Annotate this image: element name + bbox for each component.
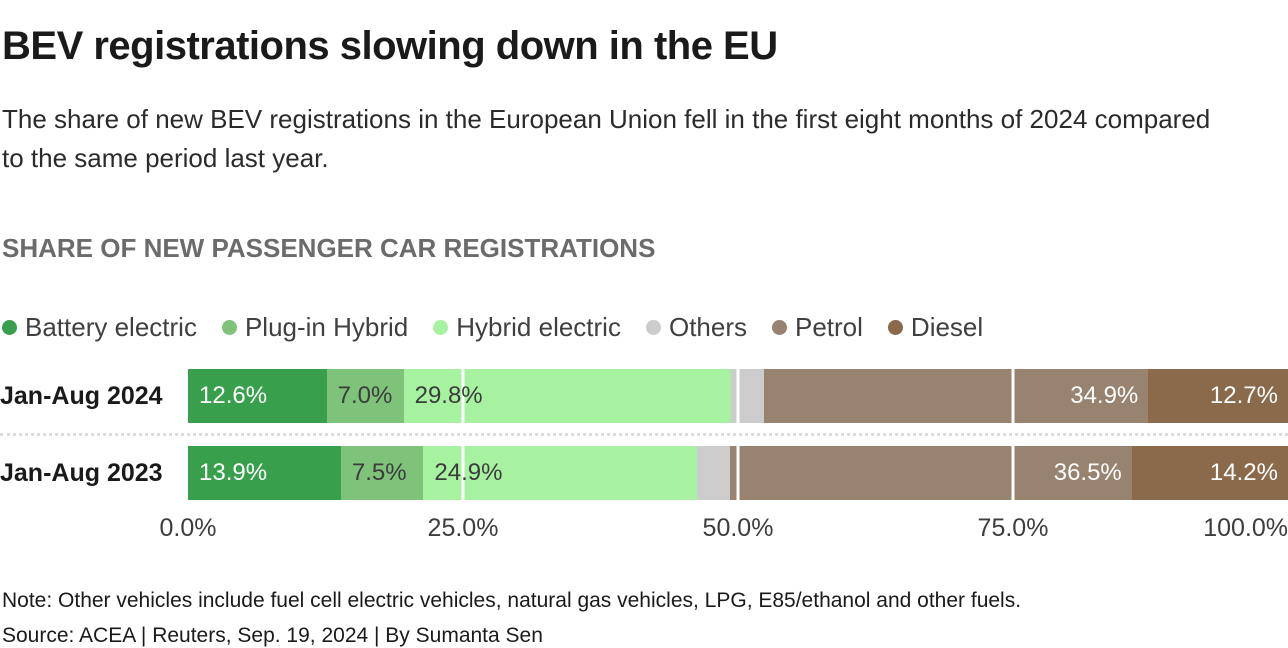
source-text: Source: ACEA | Reuters, Sep. 19, 2024 | … xyxy=(2,624,543,647)
legend-item-plug-in-hybrid: Plug-in Hybrid xyxy=(221,312,409,343)
bar-segment-diesel: 14.2% xyxy=(1131,446,1288,500)
legend-label: Plug-in Hybrid xyxy=(244,312,409,342)
row-label: Jan-Aug 2023 xyxy=(0,458,163,487)
segment-value-label: 36.5% xyxy=(1053,459,1122,486)
x-axis-track: 0.0% 25.0% 50.0% 75.0% 100.0% xyxy=(160,512,1288,544)
x-axis-tick-75: 75.0% xyxy=(977,514,1049,542)
legend-dot-icon xyxy=(645,320,661,335)
segment-value-label: 12.7% xyxy=(1209,382,1278,409)
row-label: Jan-Aug 2024 xyxy=(0,381,163,410)
x-axis: 0.0% 25.0% 50.0% 75.0% 100.0% xyxy=(0,512,1288,544)
segment-value-label: 34.9% xyxy=(1070,382,1139,409)
bar-track: 13.9% 7.5% 24.9% 36.5% 14.2% xyxy=(188,446,1288,500)
legend-item-others: Others xyxy=(645,312,747,343)
gridline-25 xyxy=(461,369,465,423)
x-axis-tick-25: 25.0% xyxy=(427,514,499,542)
chart-title: SHARE OF NEW PASSENGER CAR REGISTRATIONS xyxy=(2,233,656,263)
segment-value-label: 13.9% xyxy=(199,459,268,486)
bar-segment-hybrid-electric: 29.8% xyxy=(403,369,732,423)
legend-item-diesel: Diesel xyxy=(887,312,984,343)
x-axis-tick-0: 0.0% xyxy=(159,514,217,542)
legend-dot-icon xyxy=(221,320,237,335)
segment-value-label: 12.6% xyxy=(199,382,268,409)
legend: Battery electric Plug-in Hybrid Hybrid ele… xyxy=(2,312,1288,343)
bar-segment-plug-in-hybrid: 7.5% xyxy=(340,446,424,500)
legend-label: Petrol xyxy=(795,312,863,342)
legend-dot-icon xyxy=(772,320,787,335)
legend-dot-icon xyxy=(433,320,449,335)
gridline-50 xyxy=(736,446,740,500)
legend-label: Battery electric xyxy=(25,312,197,342)
gridline-50 xyxy=(736,369,740,423)
legend-dot-icon xyxy=(2,320,17,335)
page-title: BEV registrations slowing down in the EU xyxy=(2,24,778,68)
segment-value-label: 7.5% xyxy=(351,459,407,486)
gridline-75 xyxy=(1011,369,1015,423)
row-separator xyxy=(0,423,1288,446)
x-axis-tick-100: 100.0% xyxy=(1203,514,1288,542)
segment-value-label: 14.2% xyxy=(1209,459,1278,486)
bar-segment-diesel: 12.7% xyxy=(1148,369,1288,423)
note-text: Note: Other vehicles include fuel cell e… xyxy=(2,589,1022,612)
x-axis-tick-50: 50.0% xyxy=(702,514,774,542)
legend-item-hybrid-electric: Hybrid electric xyxy=(433,312,621,343)
bar-segment-battery-electric: 12.6% xyxy=(188,369,327,423)
gridline-75 xyxy=(1011,446,1015,500)
bar-track: 12.6% 7.0% 29.8% 34.9% 12.7% xyxy=(188,369,1288,423)
chart-row-jan-aug-2023: Jan-Aug 2023 13.9% 7.5% 24.9% 36.5% 14.2% xyxy=(0,446,1288,500)
legend-label: Others xyxy=(668,312,747,342)
segment-value-label: 29.8% xyxy=(414,382,483,409)
bar-segment-petrol: 34.9% xyxy=(764,369,1149,423)
legend-item-battery-electric: Battery electric xyxy=(2,312,197,343)
legend-label: Diesel xyxy=(910,312,984,342)
bar-segment-battery-electric: 13.9% xyxy=(188,446,341,500)
bar-segment-petrol: 36.5% xyxy=(730,446,1132,500)
segment-value-label: 7.0% xyxy=(337,382,393,409)
bar-segment-others xyxy=(697,446,731,500)
row-separator-line xyxy=(0,433,1288,436)
bar-segment-plug-in-hybrid: 7.0% xyxy=(326,369,404,423)
legend-dot-icon xyxy=(887,320,903,335)
page-subtitle: The share of new BEV registrations in th… xyxy=(2,104,1211,173)
stacked-bar-chart: Jan-Aug 2024 12.6% 7.0% 29.8% 34.9% 12.7% Jan-… xyxy=(0,369,1288,544)
gridline-25 xyxy=(461,446,465,500)
segment-value-label: 24.9% xyxy=(434,459,503,486)
chart-row-jan-aug-2024: Jan-Aug 2024 12.6% 7.0% 29.8% 34.9% 12.7% xyxy=(0,369,1288,423)
legend-label: Hybrid electric xyxy=(456,312,621,342)
bar-segment-hybrid-electric: 24.9% xyxy=(423,446,698,500)
legend-item-petrol: Petrol xyxy=(772,312,863,343)
